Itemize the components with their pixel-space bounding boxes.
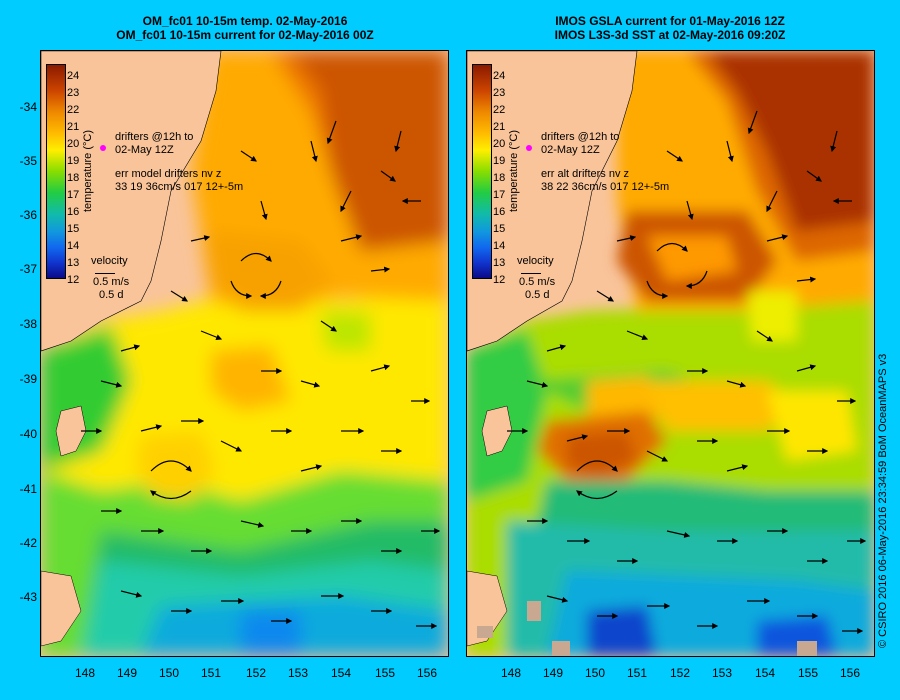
x-label: 149 <box>542 666 564 680</box>
x-label: 152 <box>669 666 691 680</box>
copyright-notice: © CSIRO 2016 06-May-2016 23:34:59 BoM Oc… <box>877 353 889 648</box>
velocity-scale-arrow <box>95 273 115 274</box>
error-stats-line1: err alt drifters nv z <box>541 168 630 180</box>
x-label: 154 <box>754 666 776 680</box>
x-label: 154 <box>330 666 352 680</box>
y-label: -36 <box>19 208 37 222</box>
velocity-scale: 0.5 m/s 0.5 d <box>519 276 555 302</box>
current-vectors <box>81 120 441 629</box>
colorbar <box>472 64 492 279</box>
coastline <box>41 51 222 352</box>
x-label: 151 <box>626 666 648 680</box>
y-label: -38 <box>19 317 37 331</box>
velocity-scale-arrow <box>521 273 541 274</box>
drifters-line2: 02-May 12Z <box>115 144 174 156</box>
colorbar-title: temperature (°C) <box>82 129 94 213</box>
drifters-info: drifters @12h to 02-May 12Z <box>115 131 193 157</box>
right-title-line2: IMOS L3S-3d SST at 02-May-2016 09:20Z <box>554 28 786 42</box>
velocity-label: velocity <box>517 255 554 267</box>
velocity-time: 0.5 d <box>525 289 550 301</box>
y-label: -37 <box>19 262 37 276</box>
tasmania-islands <box>55 405 87 457</box>
right-map-panel: 24 23 22 21 20 19 18 17 16 15 14 13 12 t… <box>466 50 875 657</box>
drifters-line2: 02-May 12Z <box>541 144 600 156</box>
drifters-line1: drifters @12h to <box>115 131 194 143</box>
missing-data-patches <box>477 601 817 656</box>
error-stats-line1: err model drifters nv z <box>115 168 222 180</box>
velocity-label: velocity <box>91 255 128 267</box>
x-label: 150 <box>584 666 606 680</box>
error-stats: err model drifters nv z 33 19 36cm/s 017… <box>115 168 243 194</box>
velocity-speed: 0.5 m/s <box>519 276 556 288</box>
velocity-legend: velocity <box>517 255 554 268</box>
colorbar-ticks: 24 23 22 21 20 19 18 17 16 15 14 13 12 <box>67 70 80 286</box>
drifter-marker <box>100 145 106 151</box>
velocity-speed: 0.5 m/s <box>93 276 130 288</box>
error-stats-line2: 38 22 36cm/s 017 12+-5m <box>541 181 670 193</box>
y-label: -39 <box>19 372 37 386</box>
x-label: 148 <box>500 666 522 680</box>
x-label: 153 <box>287 666 309 680</box>
y-label: -43 <box>19 590 37 604</box>
colorbar-title: temperature (°C) <box>508 129 520 213</box>
y-label: -42 <box>19 536 37 550</box>
y-label: -40 <box>19 427 37 441</box>
right-title: IMOS GSLA current for 01-May-2016 12Z IM… <box>465 14 875 42</box>
left-title-line2: OM_fc01 10-15m current for 02-May-2016 0… <box>116 28 374 42</box>
x-label: 151 <box>200 666 222 680</box>
right-sst-map <box>467 51 874 656</box>
colorbar-ticks: 24 23 22 21 20 19 18 17 16 15 14 13 12 <box>493 70 506 286</box>
x-label: 148 <box>74 666 96 680</box>
velocity-legend: velocity <box>91 255 128 268</box>
colorbar <box>46 64 66 279</box>
right-title-line1: IMOS GSLA current for 01-May-2016 12Z <box>555 14 785 28</box>
x-label: 149 <box>116 666 138 680</box>
y-label: -35 <box>19 154 37 168</box>
x-label: 150 <box>158 666 180 680</box>
left-title-line1: OM_fc01 10-15m temp. 02-May-2016 <box>142 14 348 28</box>
velocity-time: 0.5 d <box>99 289 124 301</box>
error-stats-line2: 33 19 36cm/s 017 12+-5m <box>115 181 244 193</box>
y-label: -41 <box>19 482 37 496</box>
x-label: 152 <box>245 666 267 680</box>
x-label: 155 <box>374 666 396 680</box>
x-label: 156 <box>416 666 438 680</box>
velocity-scale: 0.5 m/s 0.5 d <box>93 276 129 302</box>
x-label: 153 <box>711 666 733 680</box>
error-stats: err alt drifters nv z 38 22 36cm/s 017 1… <box>541 168 669 194</box>
left-sst-map <box>41 51 448 656</box>
drifters-line1: drifters @12h to <box>541 131 620 143</box>
y-label: -34 <box>19 100 37 114</box>
drifter-marker <box>526 145 532 151</box>
left-map-panel: 24 23 22 21 20 19 18 17 16 15 14 13 12 t… <box>40 50 449 657</box>
x-label: 156 <box>839 666 861 680</box>
left-title: OM_fc01 10-15m temp. 02-May-2016 OM_fc01… <box>40 14 450 42</box>
drifters-info: drifters @12h to 02-May 12Z <box>541 131 619 157</box>
current-vectors <box>507 110 867 634</box>
x-label: 155 <box>797 666 819 680</box>
